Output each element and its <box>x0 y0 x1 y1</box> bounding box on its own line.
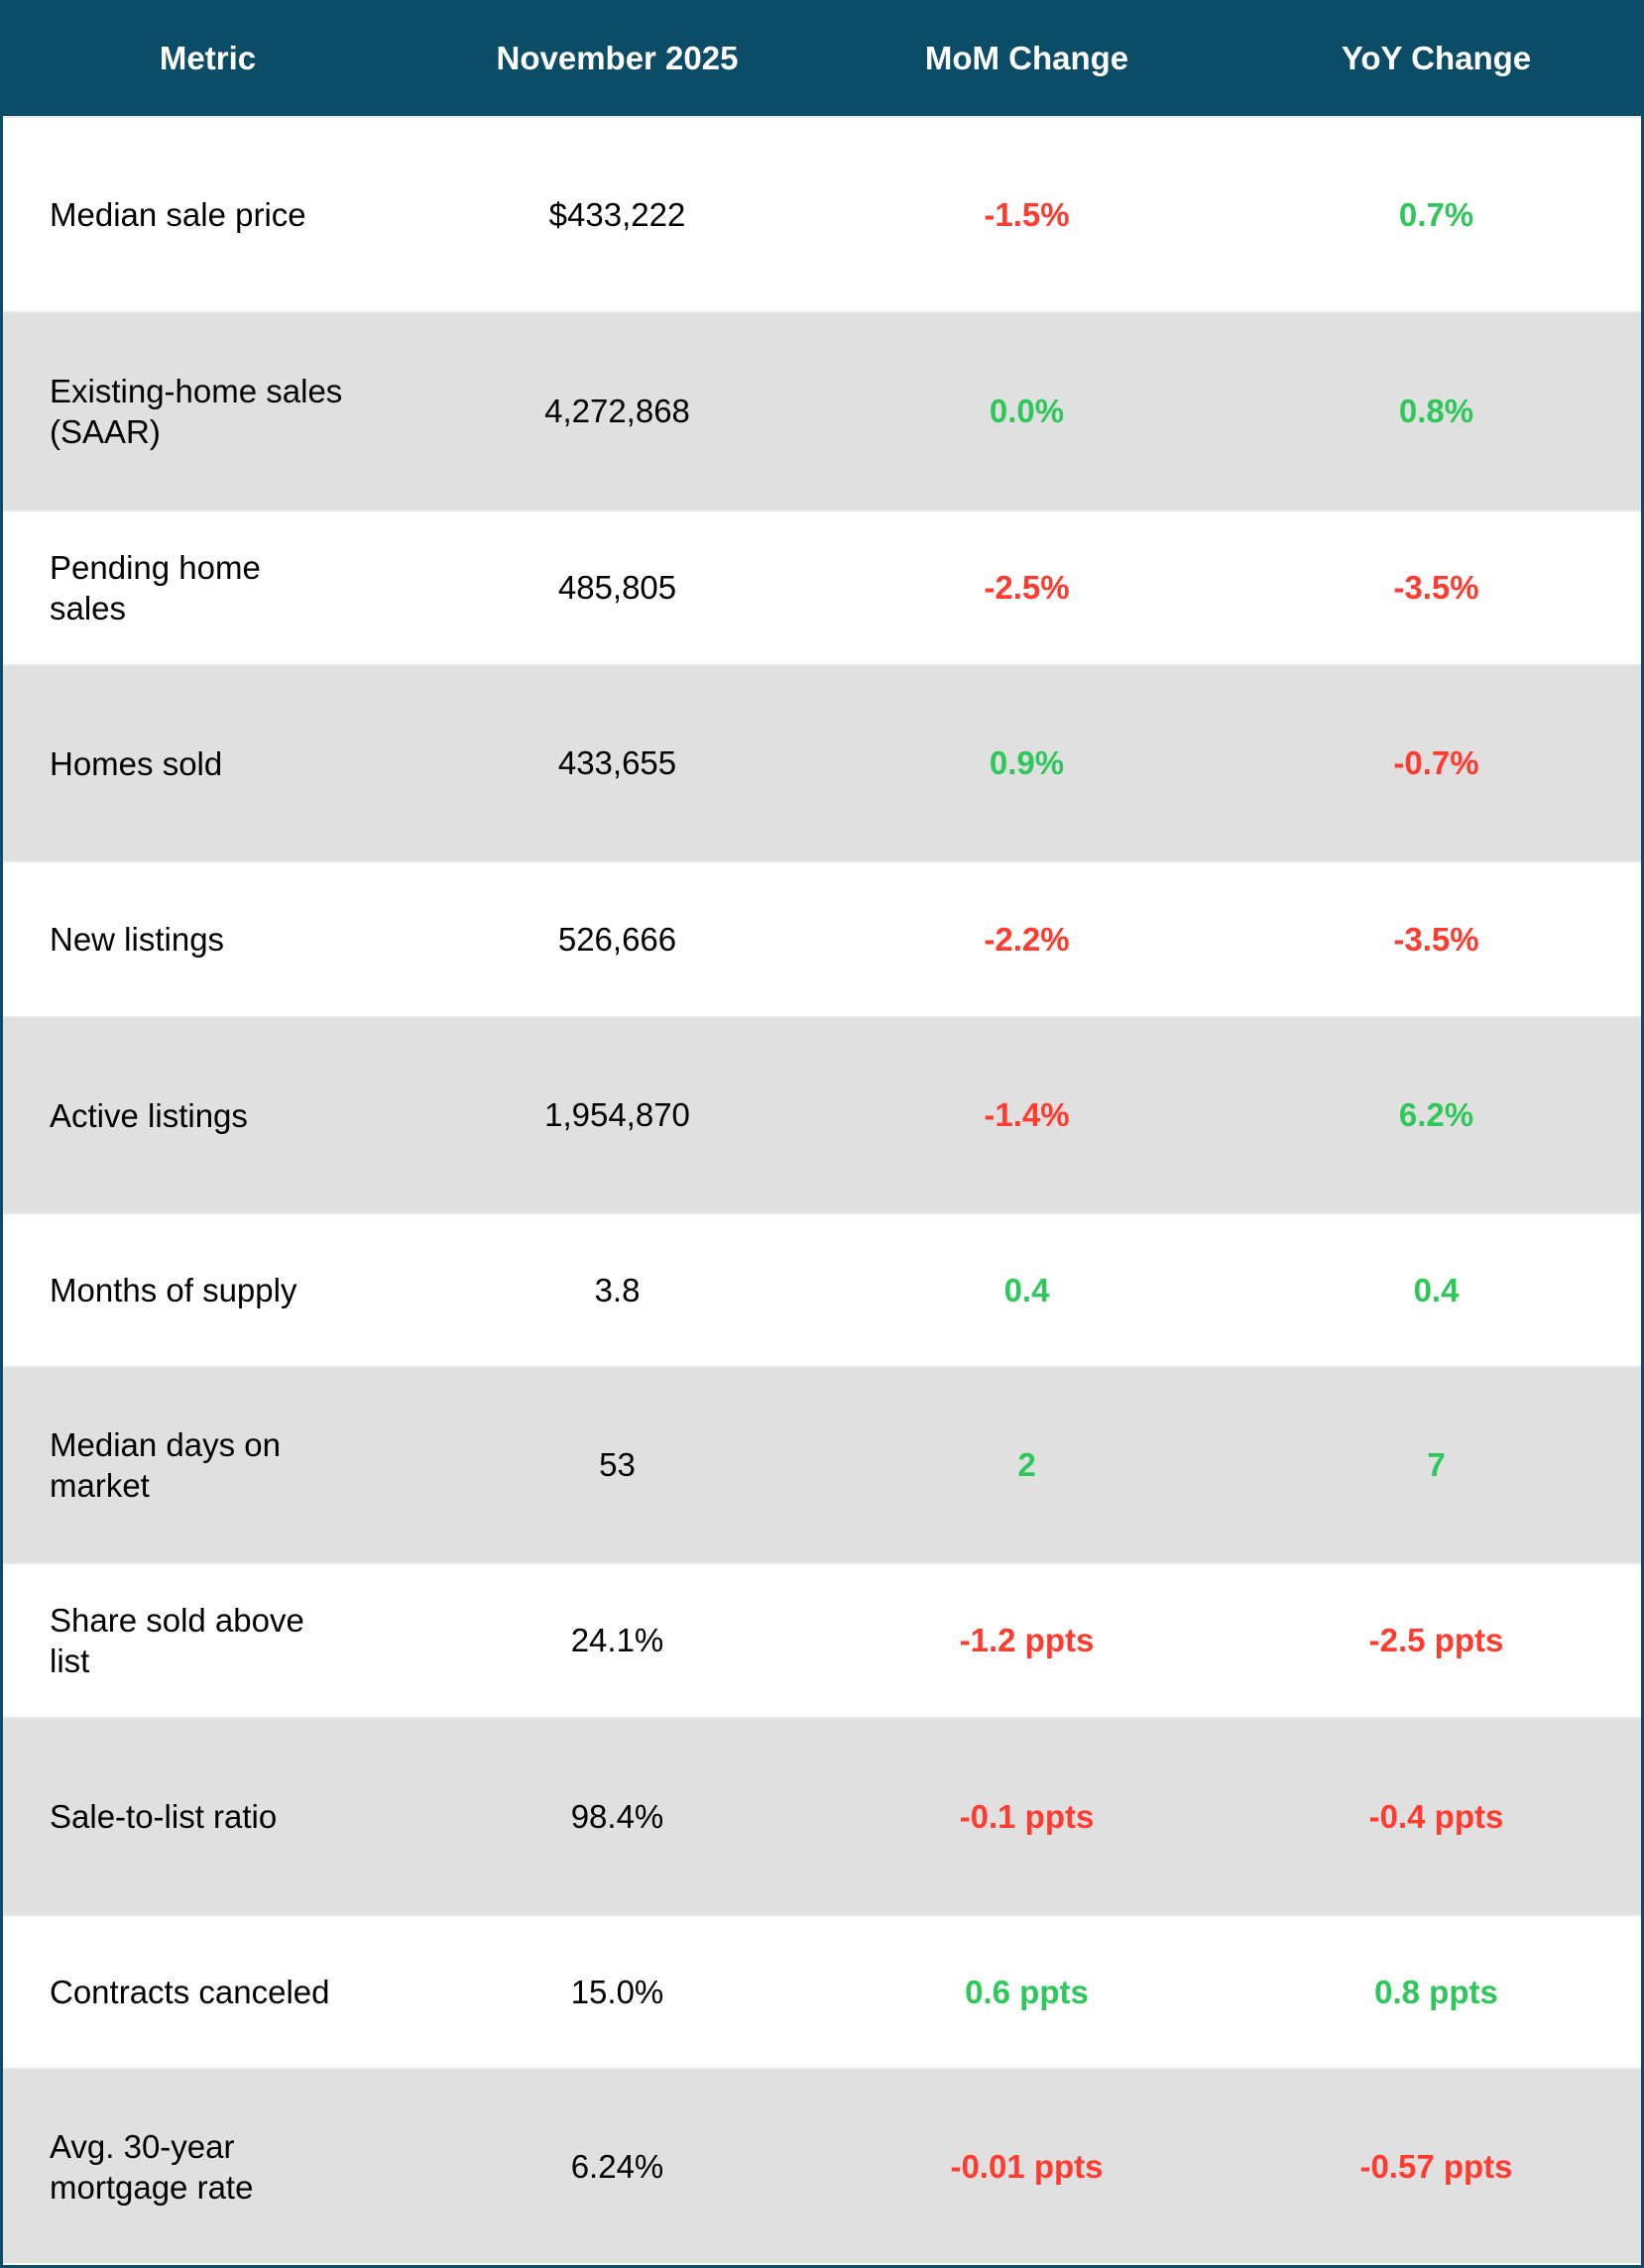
table-row: Existing-home sales (SAAR) 4,272,868 0.0% 0… <box>3 311 1641 510</box>
table-row: Active listings 1,954,870 -1.4% 6.2% <box>3 1016 1641 1213</box>
mom-change-cell: -2.2% <box>822 860 1232 1017</box>
table-row: Months of supply 3.8 0.4 0.4 <box>3 1212 1641 1367</box>
value-cell: 1,954,870 <box>412 1016 822 1213</box>
table-row: Avg. 30-year mortgage rate 6.24% -0.01 ppt… <box>3 2068 1641 2263</box>
metric-cell: Pending home sales <box>3 510 412 665</box>
mom-change-cell: 0.9% <box>822 664 1232 861</box>
value-cell: 15.0% <box>412 1914 822 2069</box>
mom-change-cell: 0.4 <box>822 1212 1232 1367</box>
yoy-change-cell: 6.2% <box>1232 1016 1641 1213</box>
header-row: Metric November 2025 MoM Change YoY Chan… <box>3 0 1641 117</box>
value-cell: 53 <box>412 1366 822 1563</box>
metric-cell: Homes sold <box>3 664 412 861</box>
mom-change-cell: -0.01 ppts <box>822 2068 1232 2263</box>
yoy-change-cell: 0.7% <box>1232 116 1641 312</box>
table-row: Sale-to-list ratio 98.4% -0.1 ppts -0.4 ppt… <box>3 1717 1641 1915</box>
header-yoy: YoY Change <box>1232 0 1641 117</box>
table-row: New listings 526,666 -2.2% -3.5% <box>3 860 1641 1017</box>
header-metric: Metric <box>3 0 412 117</box>
table-row: Contracts canceled 15.0% 0.6 ppts 0.8 ppts <box>3 1914 1641 2069</box>
mom-change-cell: 0.0% <box>822 311 1232 510</box>
mom-change-cell: -1.4% <box>822 1016 1232 1213</box>
value-cell: 98.4% <box>412 1717 822 1915</box>
yoy-change-cell: -0.4 ppts <box>1232 1717 1641 1915</box>
yoy-change-cell: -3.5% <box>1232 860 1641 1017</box>
metric-cell: Avg. 30-year mortgage rate <box>3 2068 412 2263</box>
yoy-change-cell: -0.57 ppts <box>1232 2068 1641 2263</box>
table-row: Median days on market 53 2 7 <box>3 1366 1641 1563</box>
metric-cell: Median sale price <box>3 116 412 312</box>
value-cell: 6.24% <box>412 2068 822 2263</box>
metric-cell: Existing-home sales (SAAR) <box>3 311 412 510</box>
table-row: Homes sold 433,655 0.9% -0.7% <box>3 664 1641 861</box>
table-row: Median sale price $433,222 -1.5% 0.7% <box>3 116 1641 312</box>
value-cell: 4,272,868 <box>412 311 822 510</box>
mom-change-cell: 2 <box>822 1366 1232 1563</box>
mom-change-cell: -1.5% <box>822 116 1232 312</box>
metric-cell: Median days on market <box>3 1366 412 1563</box>
yoy-change-cell: -0.7% <box>1232 664 1641 861</box>
table-row: Share sold above list 24.1% -1.2 ppts -2.5 … <box>3 1562 1641 1718</box>
header-mom: MoM Change <box>822 0 1232 117</box>
mom-change-cell: -1.2 ppts <box>822 1562 1232 1718</box>
metric-cell: Months of supply <box>3 1212 412 1367</box>
mom-change-cell: -2.5% <box>822 510 1232 665</box>
metric-cell: Contracts canceled <box>3 1914 412 2069</box>
value-cell: 3.8 <box>412 1212 822 1367</box>
metric-cell: Sale-to-list ratio <box>3 1717 412 1915</box>
yoy-change-cell: 0.8% <box>1232 311 1641 510</box>
value-cell: 526,666 <box>412 860 822 1017</box>
yoy-change-cell: 0.8 ppts <box>1232 1914 1641 2069</box>
metric-cell: Share sold above list <box>3 1562 412 1718</box>
table-row: Pending home sales 485,805 -2.5% -3.5% <box>3 510 1641 665</box>
yoy-change-cell: -3.5% <box>1232 510 1641 665</box>
yoy-change-cell: -2.5 ppts <box>1232 1562 1641 1718</box>
value-cell: 485,805 <box>412 510 822 665</box>
housing-metrics-table: Metric November 2025 MoM Change YoY Chan… <box>3 0 1641 2263</box>
yoy-change-cell: 7 <box>1232 1366 1641 1563</box>
yoy-change-cell: 0.4 <box>1232 1212 1641 1367</box>
value-cell: 24.1% <box>412 1562 822 1718</box>
mom-change-cell: -0.1 ppts <box>822 1717 1232 1915</box>
metric-cell: Active listings <box>3 1016 412 1213</box>
mom-change-cell: 0.6 ppts <box>822 1914 1232 2069</box>
metric-cell: New listings <box>3 860 412 1017</box>
value-cell: 433,655 <box>412 664 822 861</box>
header-value: November 2025 <box>412 0 822 117</box>
value-cell: $433,222 <box>412 116 822 312</box>
